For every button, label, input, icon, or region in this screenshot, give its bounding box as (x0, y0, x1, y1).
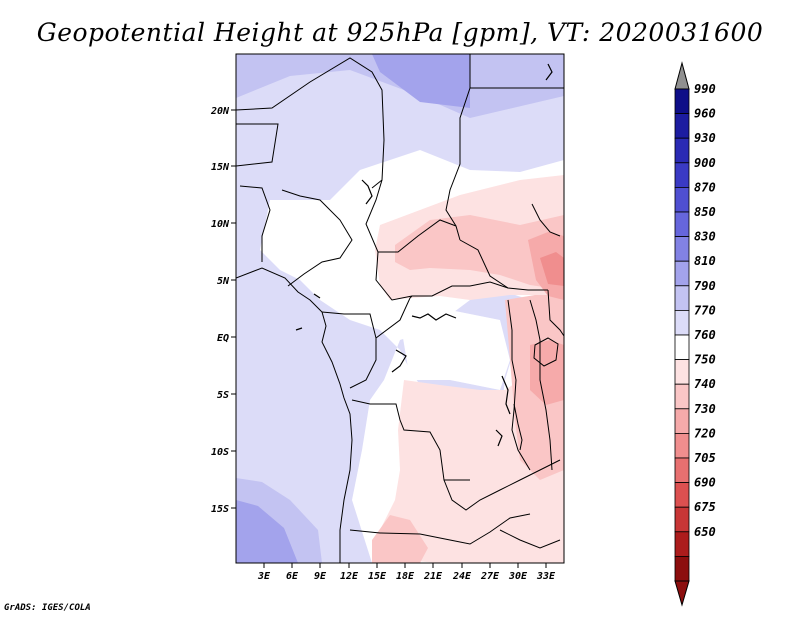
field-north-deep (372, 54, 470, 108)
colorbar-bottom-arrow (674, 580, 690, 607)
lat-label: 15S (211, 504, 229, 515)
lon-label: 18E (396, 571, 415, 582)
colorbar-level-label: 750 (694, 353, 716, 367)
colorbar-level-label: 760 (694, 328, 716, 342)
border-egypt-sudan (445, 54, 471, 241)
colorbar-swatch (674, 359, 690, 385)
field-pink-deep-3 (540, 252, 564, 286)
colorbar: 990 960 930 900 870 850 830 810 790 770 760 750 740 7… (674, 61, 716, 607)
border-west-inland (239, 185, 271, 262)
colorbar-level-label: 960 (694, 107, 716, 121)
colorbar-swatch (674, 236, 690, 262)
lat-labels: 20N 15N 10N 5N EQ 5S 10S 15S (210, 106, 230, 515)
colorbar-level-label: 740 (694, 377, 716, 391)
field-pink-deep-2 (530, 340, 564, 405)
border-chad-sudan (365, 179, 457, 253)
border-drc-west (351, 399, 470, 481)
lon-label: 24E (452, 571, 472, 582)
coastline-west (236, 267, 353, 563)
lake-victoria (533, 337, 559, 367)
colorbar-swatch (674, 432, 690, 459)
lon-label: 9E (314, 571, 327, 582)
border-niger-nigeria (236, 123, 279, 167)
border-sudan-south (459, 239, 509, 289)
colorbar-swatch (674, 408, 690, 434)
lon-label: 12E (340, 571, 359, 582)
colorbar-level-label: 850 (694, 205, 716, 219)
lon-label: 3E (257, 571, 271, 582)
border-car (375, 251, 548, 301)
lon-label: 21E (423, 571, 443, 582)
colorbar-level-label: 900 (694, 156, 716, 170)
colorbar-level-label: 770 (694, 303, 716, 317)
colorbar-swatch (674, 162, 690, 188)
lon-label: 6E (286, 571, 299, 582)
colorbar-swatch (674, 334, 690, 361)
colorbar-swatch (674, 531, 690, 557)
colorbar-swatch (674, 309, 690, 336)
axis-ticks (231, 109, 547, 568)
colorbar-swatch (674, 186, 690, 213)
colorbar-swatch (674, 457, 690, 484)
lon-label: 15E (368, 571, 387, 582)
border-east-3 (547, 289, 564, 337)
colorbar-level-label: 705 (694, 451, 716, 465)
colorbar-level-label: 930 (694, 131, 716, 145)
border-ssudan-east (531, 203, 561, 237)
colorbar-swatch (674, 260, 690, 287)
colorbar-swatch (674, 482, 690, 508)
field-sw-deep (236, 500, 298, 563)
lat-label: 10N (211, 219, 230, 230)
colorbar-swatch (674, 88, 690, 115)
border-zambia (443, 459, 561, 511)
lat-label: 15N (211, 162, 230, 173)
border-congo (375, 295, 413, 339)
lat-label: 5S (217, 390, 229, 401)
colorbar-level-label: 720 (694, 426, 716, 440)
lake-tanganyika (513, 403, 523, 451)
grads-credit: GrADS: IGES/COLA (4, 603, 91, 613)
border-mozambique (499, 529, 561, 549)
map-title: Geopotential Height at 925hPa [gpm], VT:… (36, 18, 764, 47)
border-east-lakes-2 (529, 299, 553, 471)
field-white-interior (400, 310, 510, 390)
colorbar-level-label: 990 (694, 82, 716, 96)
colorbar-swatch (674, 113, 690, 139)
lon-label: 30E (508, 571, 528, 582)
map-frame (235, 53, 565, 564)
colorbar-swatch (674, 211, 690, 238)
lon-label: 33E (536, 571, 556, 582)
lon-label: 27E (480, 571, 500, 582)
field-pink-mid-south (372, 515, 428, 563)
border-east-lakes (507, 299, 531, 471)
colorbar-level-label: 810 (694, 254, 716, 268)
colorbar-swatch (674, 556, 690, 582)
colorbar-swatch (674, 285, 690, 311)
colorbar-level-label: 675 (694, 500, 716, 514)
colorbar-swatch (674, 137, 690, 164)
colorbar-level-label: 830 (694, 230, 716, 244)
colorbar-level-label: 690 (694, 476, 716, 490)
colorbar-swatch (674, 383, 690, 410)
colorbar-top-arrow (674, 61, 690, 90)
lat-label: 20N (210, 106, 230, 117)
colorbar-level-label: 790 (694, 279, 716, 293)
lon-labels: 3E 6E 9E 12E 15E 18E 21E 24E 27E 30E 33E (257, 571, 556, 582)
colorbar-level-label: 650 (694, 525, 716, 539)
map-plot-area (236, 54, 564, 563)
lat-label: 10S (211, 447, 229, 458)
border-nigeria-cameroon (281, 189, 353, 287)
lat-label: EQ (217, 333, 229, 344)
boundaries (236, 54, 564, 563)
border-libya-chad (236, 57, 385, 189)
lat-label: 5N (217, 276, 230, 287)
coast-details (295, 63, 553, 447)
colorbar-level-label: 870 (694, 180, 716, 194)
colorbar-level-label: 730 (694, 402, 716, 416)
colorbar-swatch (674, 506, 690, 533)
border-angola-south (349, 513, 531, 545)
